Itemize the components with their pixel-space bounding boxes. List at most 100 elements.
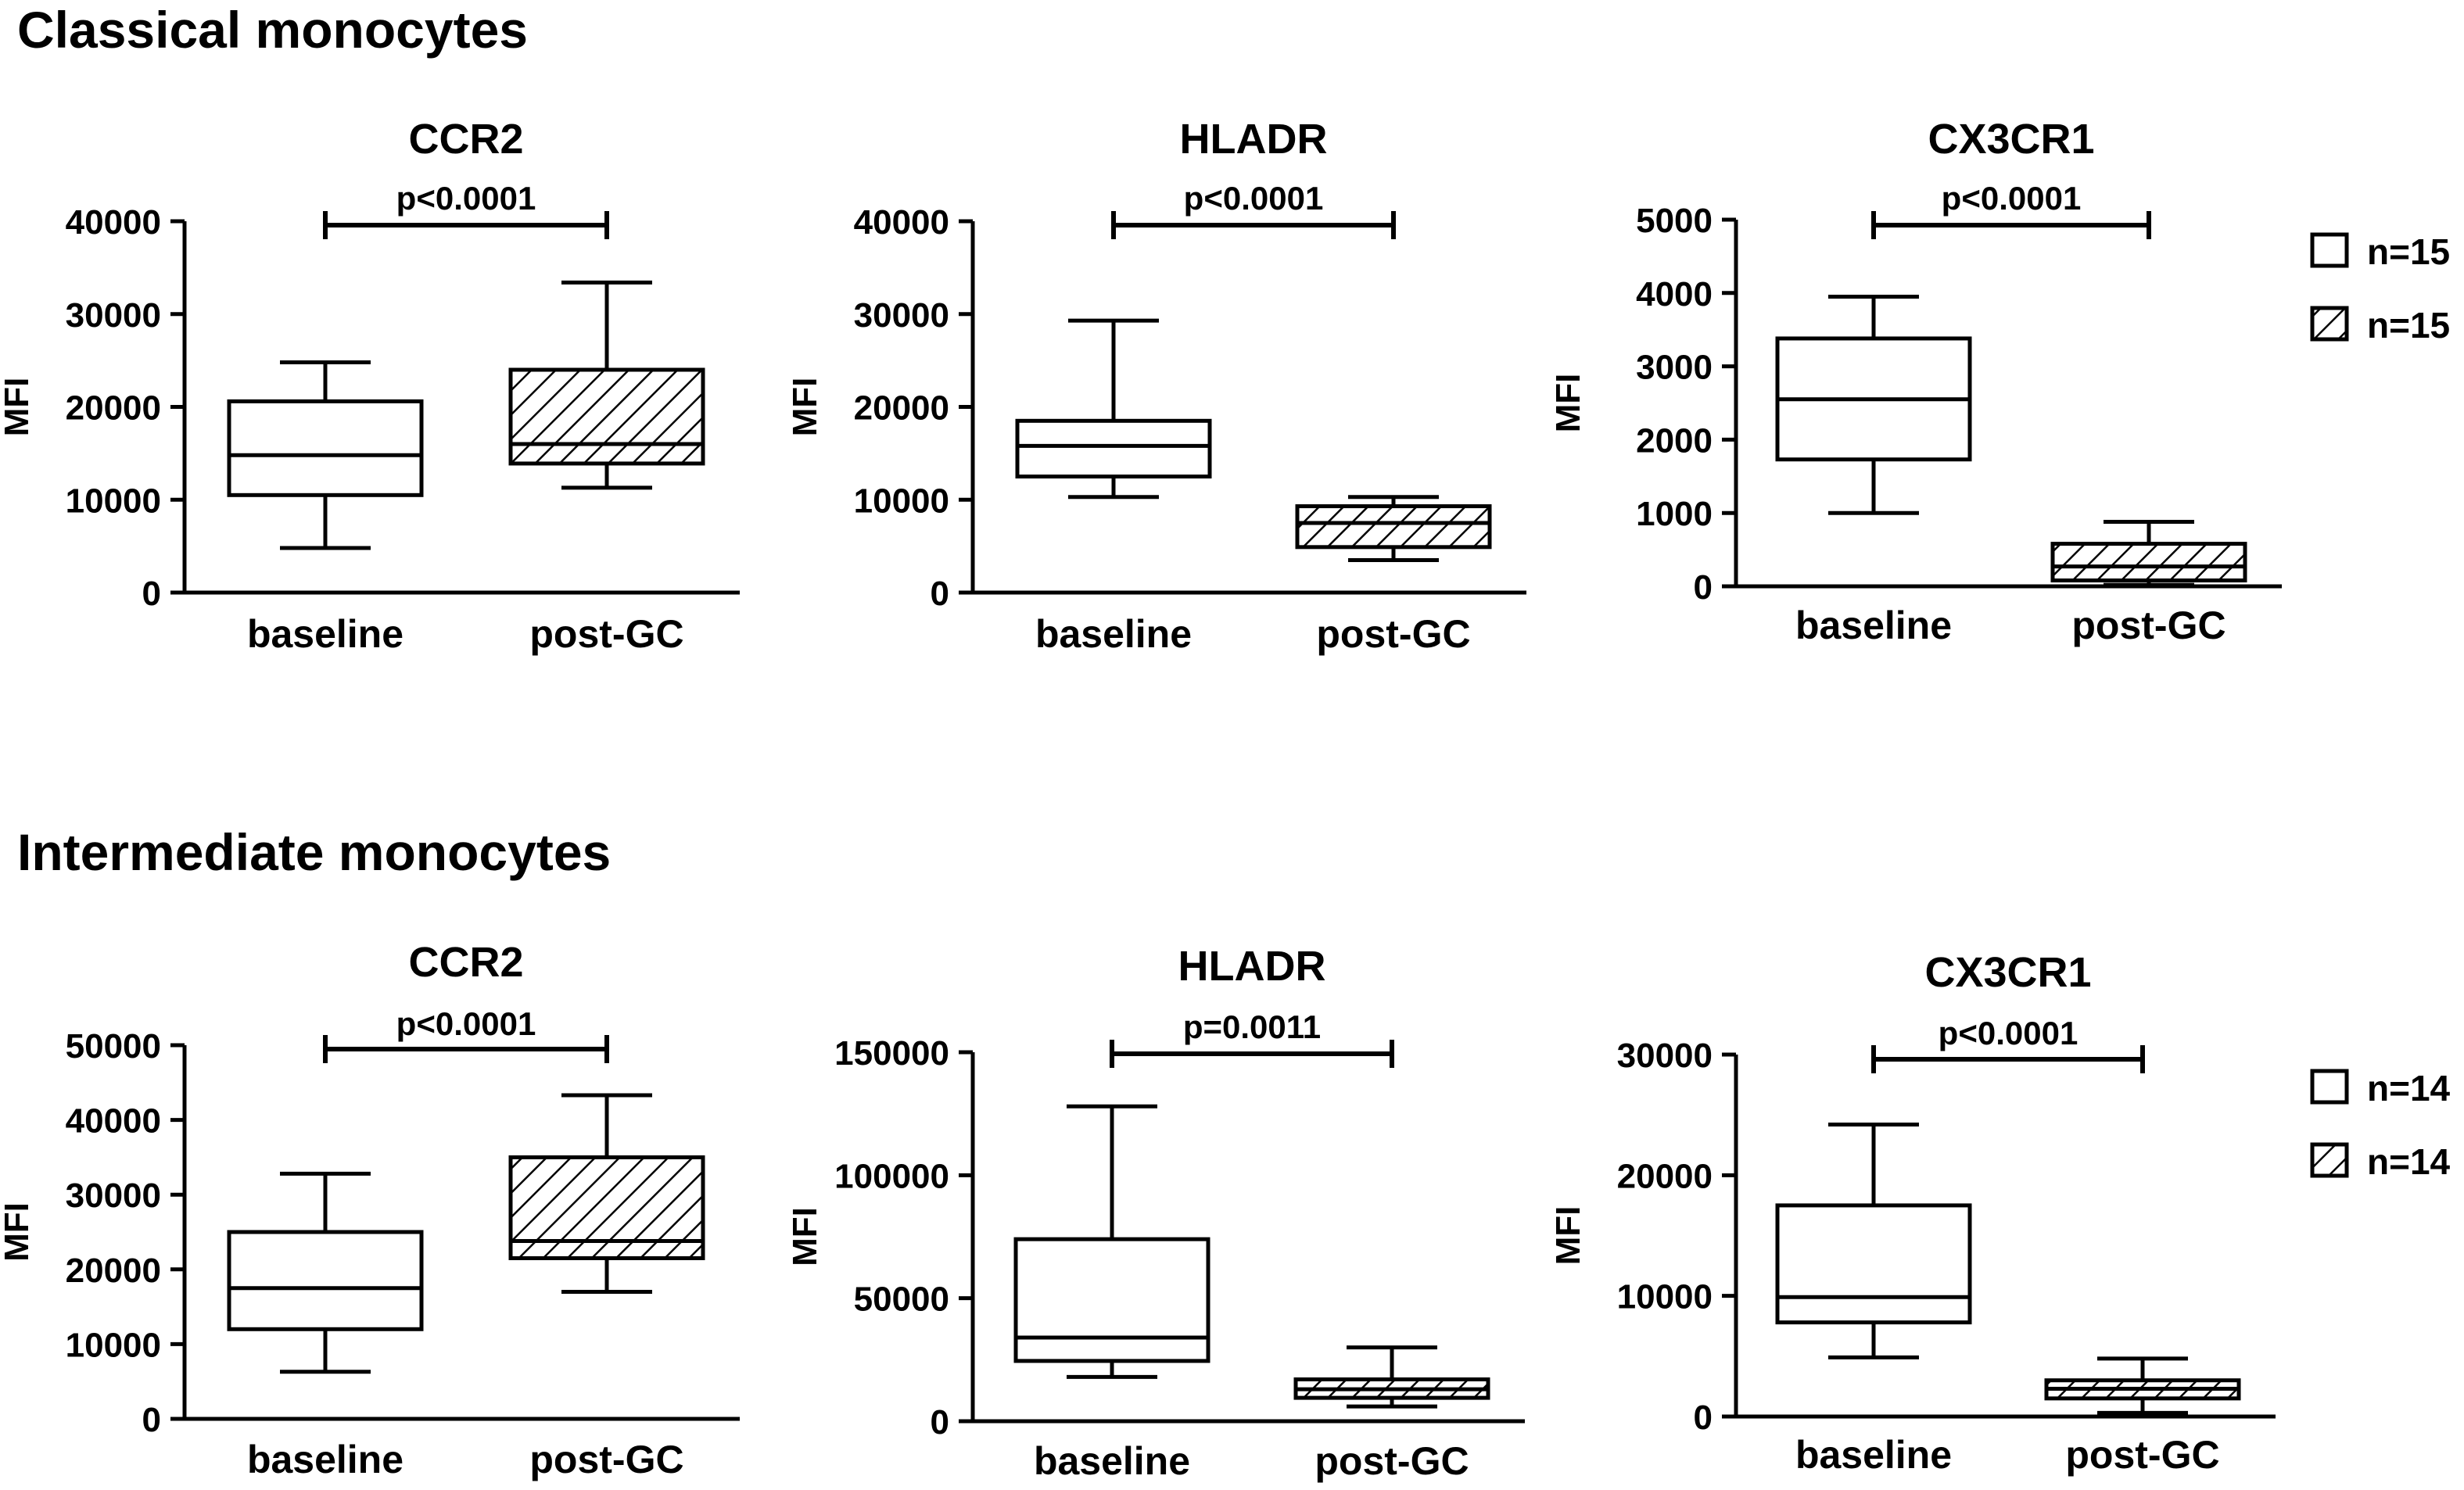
x-category-label: post-GC	[2071, 604, 2225, 647]
y-tick-label: 4000	[1636, 275, 1713, 313]
y-tick-label: 20000	[66, 1252, 161, 1290]
box-post-GC	[1295, 495, 1492, 562]
x-category-label: post-GC	[2065, 1433, 2219, 1477]
y-tick-label: 150000	[834, 1034, 949, 1073]
box-iqr	[2050, 542, 2247, 582]
panel-ccr2-intermediate: CCR2 0 10000 20000 30000 40000 50000 MFI baselin…	[0, 939, 740, 1481]
x-category-label: post-GC	[529, 612, 683, 656]
x-category-label: baseline	[1035, 612, 1192, 656]
y-axis-label: MFI	[786, 378, 824, 437]
box-baseline	[1015, 318, 1212, 500]
significance-bracket: p<0.0001	[323, 180, 609, 239]
y-axis-label: MFI	[786, 1207, 824, 1266]
p-value-label: p=0.0011	[1183, 1008, 1321, 1045]
box-iqr	[1775, 1203, 1972, 1325]
y-tick-label: 2000	[1636, 421, 1713, 460]
panel-hladr-classical: HLADR 0 10000 20000 30000 40000 MFI baseline pos…	[786, 116, 1526, 656]
y-tick-label: 10000	[1617, 1278, 1713, 1316]
y-tick-label: 100000	[834, 1157, 949, 1195]
y-tick-label: 0	[1694, 568, 1713, 607]
legend-item: n=15	[2310, 231, 2450, 272]
legend-label: n=15	[2367, 231, 2450, 272]
box-baseline	[1775, 1123, 1972, 1359]
significance-bracket: p<0.0001	[1111, 180, 1396, 239]
y-tick-label: 0	[142, 575, 161, 613]
y-tick-label: 30000	[66, 1177, 161, 1215]
y-tick-label: 50000	[66, 1027, 161, 1066]
y-tick-label: 0	[142, 1401, 161, 1439]
p-value-label: p<0.0001	[1184, 180, 1324, 217]
y-tick-label: 30000	[854, 296, 949, 335]
box-baseline	[227, 1171, 424, 1374]
panel-cx3cr1-intermediate: CX3CR1 0 10000 20000 30000 MFI baseline post-GC…	[1549, 949, 2276, 1477]
legend-item: n=14	[2310, 1068, 2451, 1109]
box-baseline	[1775, 294, 1972, 515]
legend-item: n=15	[2310, 305, 2450, 346]
box-post-GC	[508, 280, 705, 490]
panel-title: CCR2	[408, 116, 523, 163]
x-category-label: post-GC	[1316, 612, 1470, 656]
y-tick-label: 5000	[1636, 202, 1713, 240]
panel-cx3cr1-classical: CX3CR1 0 1000 2000 3000 4000 5000 MFI baseline po…	[1549, 116, 2282, 647]
y-tick-label: 40000	[854, 203, 949, 242]
section-title-classical: Classical monocytes	[17, 1, 528, 59]
legend-intermediate: n=14 n=14	[2310, 1068, 2451, 1182]
y-tick-label: 40000	[66, 203, 161, 242]
y-tick-label: 10000	[66, 1326, 161, 1364]
y-axis-label: MFI	[0, 1202, 36, 1262]
y-tick-label: 20000	[66, 389, 161, 428]
y-tick-label: 20000	[1617, 1157, 1713, 1195]
box-iqr	[1015, 418, 1212, 479]
x-category-label: baseline	[1795, 1433, 1952, 1477]
y-axis-label: MFI	[0, 378, 36, 437]
p-value-label: p<0.0001	[1942, 180, 2082, 217]
legend-item: n=14	[2310, 1141, 2451, 1182]
box-post-GC	[2050, 519, 2247, 587]
significance-bracket: p<0.0001	[1871, 180, 2151, 239]
panel-ccr2-classical: CCR2 0 10000 20000 30000 40000 MFI baseline post…	[0, 116, 740, 656]
significance-bracket: p<0.0001	[1871, 1015, 2145, 1073]
y-tick-label: 30000	[1617, 1037, 1713, 1075]
y-tick-label: 50000	[854, 1280, 949, 1319]
box-iqr	[508, 367, 705, 466]
significance-bracket: p=0.0011	[1110, 1008, 1394, 1068]
box-post-GC	[1293, 1345, 1490, 1409]
box-iqr	[1013, 1237, 1210, 1363]
section-title-intermediate: Intermediate monocytes	[17, 823, 612, 881]
p-value-label: p<0.0001	[1939, 1015, 2078, 1051]
p-value-label: p<0.0001	[396, 1005, 536, 1042]
x-category-label: baseline	[1795, 604, 1952, 647]
legend-swatch	[2310, 306, 2349, 342]
x-category-label: baseline	[1034, 1439, 1190, 1483]
box-iqr	[227, 1230, 424, 1331]
legend-classical: n=15 n=15	[2310, 231, 2450, 346]
x-category-label: baseline	[247, 1438, 403, 1481]
x-category-label: baseline	[247, 612, 403, 656]
y-tick-label: 3000	[1636, 349, 1713, 387]
y-tick-label: 0	[1694, 1399, 1713, 1437]
box-post-GC	[508, 1093, 705, 1294]
box-iqr	[1295, 504, 1492, 550]
panel-title: HLADR	[1180, 116, 1328, 163]
y-tick-label: 20000	[854, 389, 949, 428]
legend-swatch	[2310, 232, 2349, 268]
box-baseline	[227, 360, 424, 550]
legend-swatch	[2310, 1142, 2349, 1178]
y-tick-label: 40000	[66, 1102, 161, 1141]
y-axis-label: MFI	[1549, 374, 1587, 433]
panel-title: CCR2	[408, 939, 523, 986]
panel-title: HLADR	[1178, 943, 1326, 990]
y-tick-label: 10000	[854, 482, 949, 520]
panel-hladr-intermediate: HLADR 0 50000 100000 150000 MFI baseline post-G…	[786, 943, 1525, 1483]
legend-swatch	[2310, 1069, 2349, 1105]
legend-label: n=14	[2367, 1068, 2451, 1109]
y-tick-label: 30000	[66, 296, 161, 335]
p-value-label: p<0.0001	[396, 180, 536, 217]
y-tick-label: 0	[931, 575, 949, 613]
legend-label: n=15	[2367, 305, 2450, 346]
y-tick-label: 0	[931, 1403, 949, 1442]
panel-title: CX3CR1	[1928, 116, 2094, 163]
x-category-label: post-GC	[1314, 1439, 1469, 1483]
y-tick-label: 1000	[1636, 495, 1713, 533]
